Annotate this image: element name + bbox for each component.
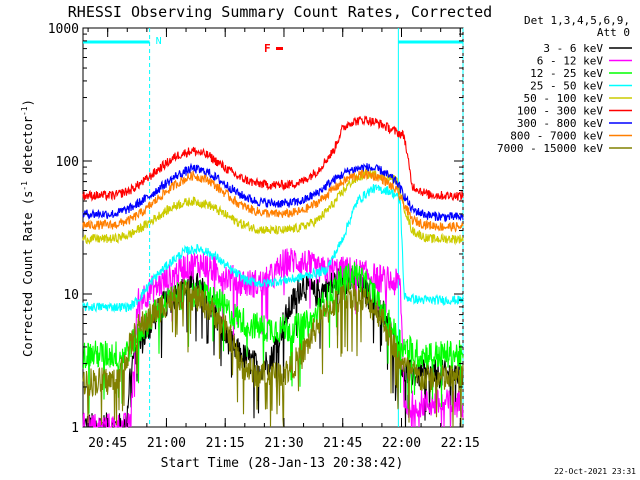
flare-marker	[276, 47, 283, 50]
legend-entry-label: 100 - 300 keV	[517, 105, 603, 118]
y-tick-label: 1000	[48, 22, 79, 37]
x-tick-label: 21:15	[206, 436, 245, 451]
timestamp: 22-Oct-2021 23:31	[554, 467, 636, 476]
legend-entry-label: 50 - 100 keV	[524, 92, 604, 105]
series-line	[82, 169, 464, 233]
legend-entry-label: 7000 - 15000 keV	[497, 142, 603, 155]
series-line	[82, 184, 464, 313]
y-tick-label: 10	[63, 288, 79, 303]
series-line	[82, 115, 464, 202]
legend-header: Att 0	[597, 26, 630, 39]
y-axis: 1 10 100 1000	[48, 22, 463, 436]
flag-label: N	[156, 36, 162, 47]
legend-entry-label: 3 - 6 keV	[543, 42, 603, 55]
x-tick-label: 21:45	[323, 436, 362, 451]
legend-entry-label: 800 - 7000 keV	[510, 130, 603, 143]
x-axis-label: Start Time (28-Jan-13 20:38:42)	[161, 456, 404, 471]
legend-entry-label: 25 - 50 keV	[530, 80, 603, 93]
x-tick-label: 21:00	[147, 436, 186, 451]
legend-header: Det 1,3,4,5,6,9,	[524, 14, 630, 27]
series-line	[82, 279, 464, 428]
x-tick-label: 22:00	[382, 436, 421, 451]
x-tick-label: 20:45	[88, 436, 127, 451]
y-tick-label: 100	[56, 155, 79, 170]
series-line	[82, 248, 464, 428]
chart-title: RHESSI Observing Summary Count Rates, Co…	[68, 3, 492, 21]
series-line	[82, 162, 464, 223]
x-tick-label: 22:15	[441, 436, 480, 451]
series-group	[82, 115, 464, 428]
x-axis: 20:45 21:00 21:15 21:30 21:45 22:00 22:15	[87, 28, 480, 451]
legend-entry-label: 300 - 800 keV	[517, 117, 603, 130]
flare-marker-label: F	[264, 42, 271, 55]
legend-entry-label: 12 - 25 keV	[530, 67, 603, 80]
y-tick-label: 1	[71, 421, 79, 436]
legend-entry-label: 6 - 12 keV	[537, 55, 604, 68]
y-axis-label: Corrected Count Rate (s-1 detector-1)	[20, 99, 35, 357]
series-line	[82, 168, 464, 246]
x-tick-label: 21:30	[264, 436, 303, 451]
